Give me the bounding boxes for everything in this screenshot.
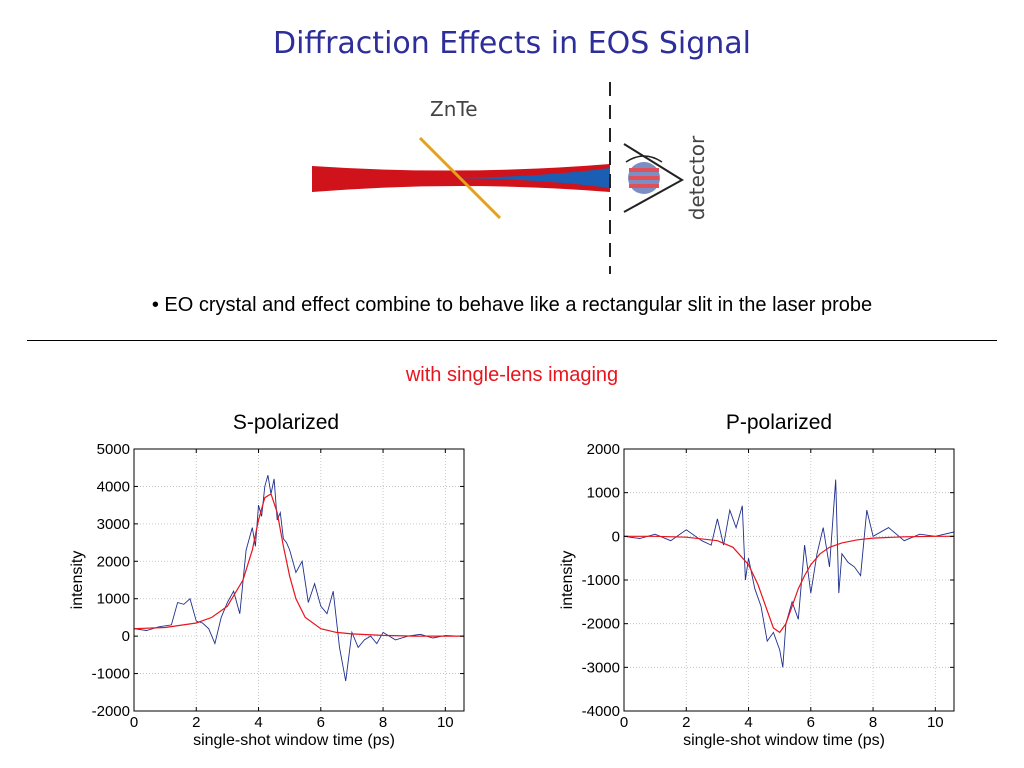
- x-tick-label: 10: [437, 714, 454, 731]
- y-tick-label: -1000: [582, 572, 620, 589]
- y-axis-label: intensity: [559, 551, 576, 610]
- x-tick-label: 4: [744, 714, 752, 731]
- x-tick-label: 0: [130, 714, 138, 731]
- beam-diagram: ZnTe detector: [312, 80, 712, 276]
- y-tick-label: -4000: [582, 703, 620, 720]
- chart-p-polarized: 0 2 4 6 8 10 2000 1000 0 -1000 -2000 -3000 -4000 sing…: [559, 441, 955, 749]
- y-tick-label: 0: [122, 628, 130, 645]
- x-tick-label: 8: [869, 714, 877, 731]
- chart-title-p-polarized: P-polarized: [725, 411, 833, 434]
- chart-s-polarized: 0 2 4 6 8 10 5000 4000 3000 2000 1000 0 -1000 -2000 si…: [69, 441, 465, 749]
- divider: [27, 340, 997, 341]
- x-tick-label: 10: [927, 714, 944, 731]
- y-tick-label: -2000: [582, 616, 620, 633]
- fit-curve: [133, 492, 464, 637]
- y-tick-label: 0: [612, 528, 620, 545]
- chart-title-s-polarized: S-polarized: [232, 411, 340, 434]
- y-tick-label: 1000: [97, 591, 130, 608]
- plot-area: [134, 449, 464, 711]
- x-tick-label: 6: [317, 714, 325, 731]
- y-tick-label: -1000: [92, 666, 130, 683]
- y-tick-label: -2000: [92, 703, 130, 720]
- detector-label: detector: [685, 135, 709, 220]
- y-tick-label: 3000: [97, 516, 130, 533]
- imaging-subtitle: with single-lens imaging: [405, 364, 619, 386]
- y-axis-label: intensity: [69, 551, 86, 610]
- measured-trace: [133, 475, 464, 682]
- slide-title: Diffraction Effects in EOS Signal: [272, 26, 751, 61]
- plot-frame: [133, 448, 465, 712]
- crystal-label: ZnTe: [430, 97, 478, 121]
- x-axis-label: single-shot window time (ps): [683, 732, 885, 749]
- y-tick-label: -3000: [582, 659, 620, 676]
- y-tick-label: 2000: [587, 441, 620, 458]
- y-tick-label: 5000: [97, 441, 130, 458]
- y-tick-label: 4000: [97, 478, 130, 495]
- x-tick-label: 2: [192, 714, 200, 731]
- y-tick-label: 1000: [587, 485, 620, 502]
- znte-crystal: [418, 136, 502, 220]
- x-tick-label: 8: [379, 714, 387, 731]
- bullet-text: • EO crystal and effect combine to behav…: [151, 294, 873, 316]
- x-tick-label: 2: [682, 714, 690, 731]
- x-tick-label: 6: [807, 714, 815, 731]
- y-tick-label: 2000: [97, 553, 130, 570]
- x-axis-label: single-shot window time (ps): [193, 732, 395, 749]
- fit-curve: [624, 535, 954, 634]
- x-tick-label: 0: [620, 714, 628, 731]
- diffracted-beam: [452, 168, 610, 188]
- x-tick-label: 4: [254, 714, 262, 731]
